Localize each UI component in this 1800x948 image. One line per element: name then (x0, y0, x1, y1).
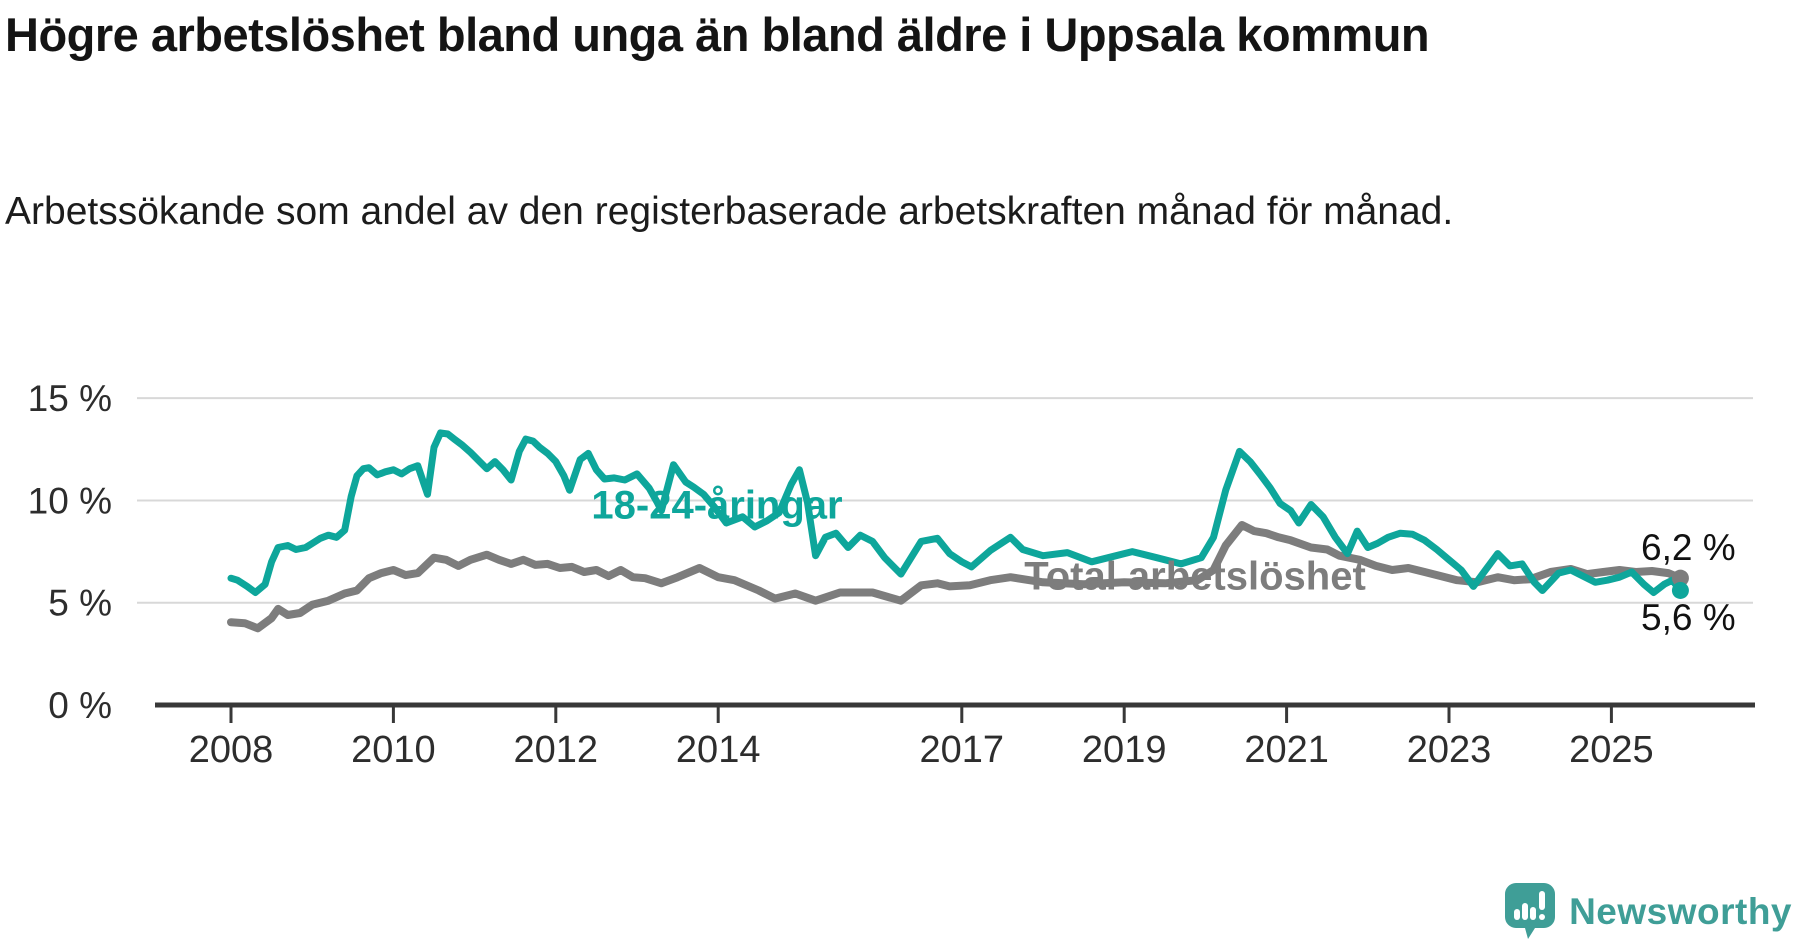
x-axis-tick-label: 2021 (1244, 729, 1329, 771)
young-end-dot (1671, 581, 1689, 599)
y-axis-tick-label: 10 % (28, 480, 112, 521)
x-axis-tick-label: 2012 (514, 729, 599, 771)
total-end-dot (1671, 569, 1689, 587)
x-axis-tick-label: 2008 (189, 729, 274, 771)
newsworthy-logo-icon (1505, 883, 1556, 939)
newsworthy-logo-text: Newsworthy (1569, 890, 1792, 932)
x-axis-tick-label: 2017 (920, 729, 1005, 771)
end-value-young: 5,6 % (1641, 597, 1736, 638)
x-axis-tick-label: 2014 (676, 729, 761, 771)
end-value-total: 6,2 % (1641, 527, 1736, 568)
x-axis-tick-label: 2019 (1082, 729, 1167, 771)
y-axis-tick-label: 5 % (48, 583, 112, 624)
y-axis-tick-label: 15 % (28, 378, 112, 419)
total-line (227, 521, 1685, 633)
newsworthy-logo[interactable]: Newsworthy (1505, 883, 1792, 940)
series-label-total: Total arbetslöshet (1024, 554, 1366, 599)
x-axis-tick-label: 2025 (1569, 729, 1654, 771)
chart-subtitle: Arbetssökande som andel av den registerb… (5, 190, 1454, 233)
y-axis-tick-label: 0 % (48, 685, 112, 726)
young-line (227, 429, 1684, 596)
page-title: Högre arbetslöshet bland unga än bland ä… (5, 8, 1430, 61)
series-label-young: 18-24-åringar (591, 483, 843, 528)
x-axis-tick-label: 2010 (351, 729, 436, 771)
x-axis-tick-label: 2023 (1407, 729, 1492, 771)
